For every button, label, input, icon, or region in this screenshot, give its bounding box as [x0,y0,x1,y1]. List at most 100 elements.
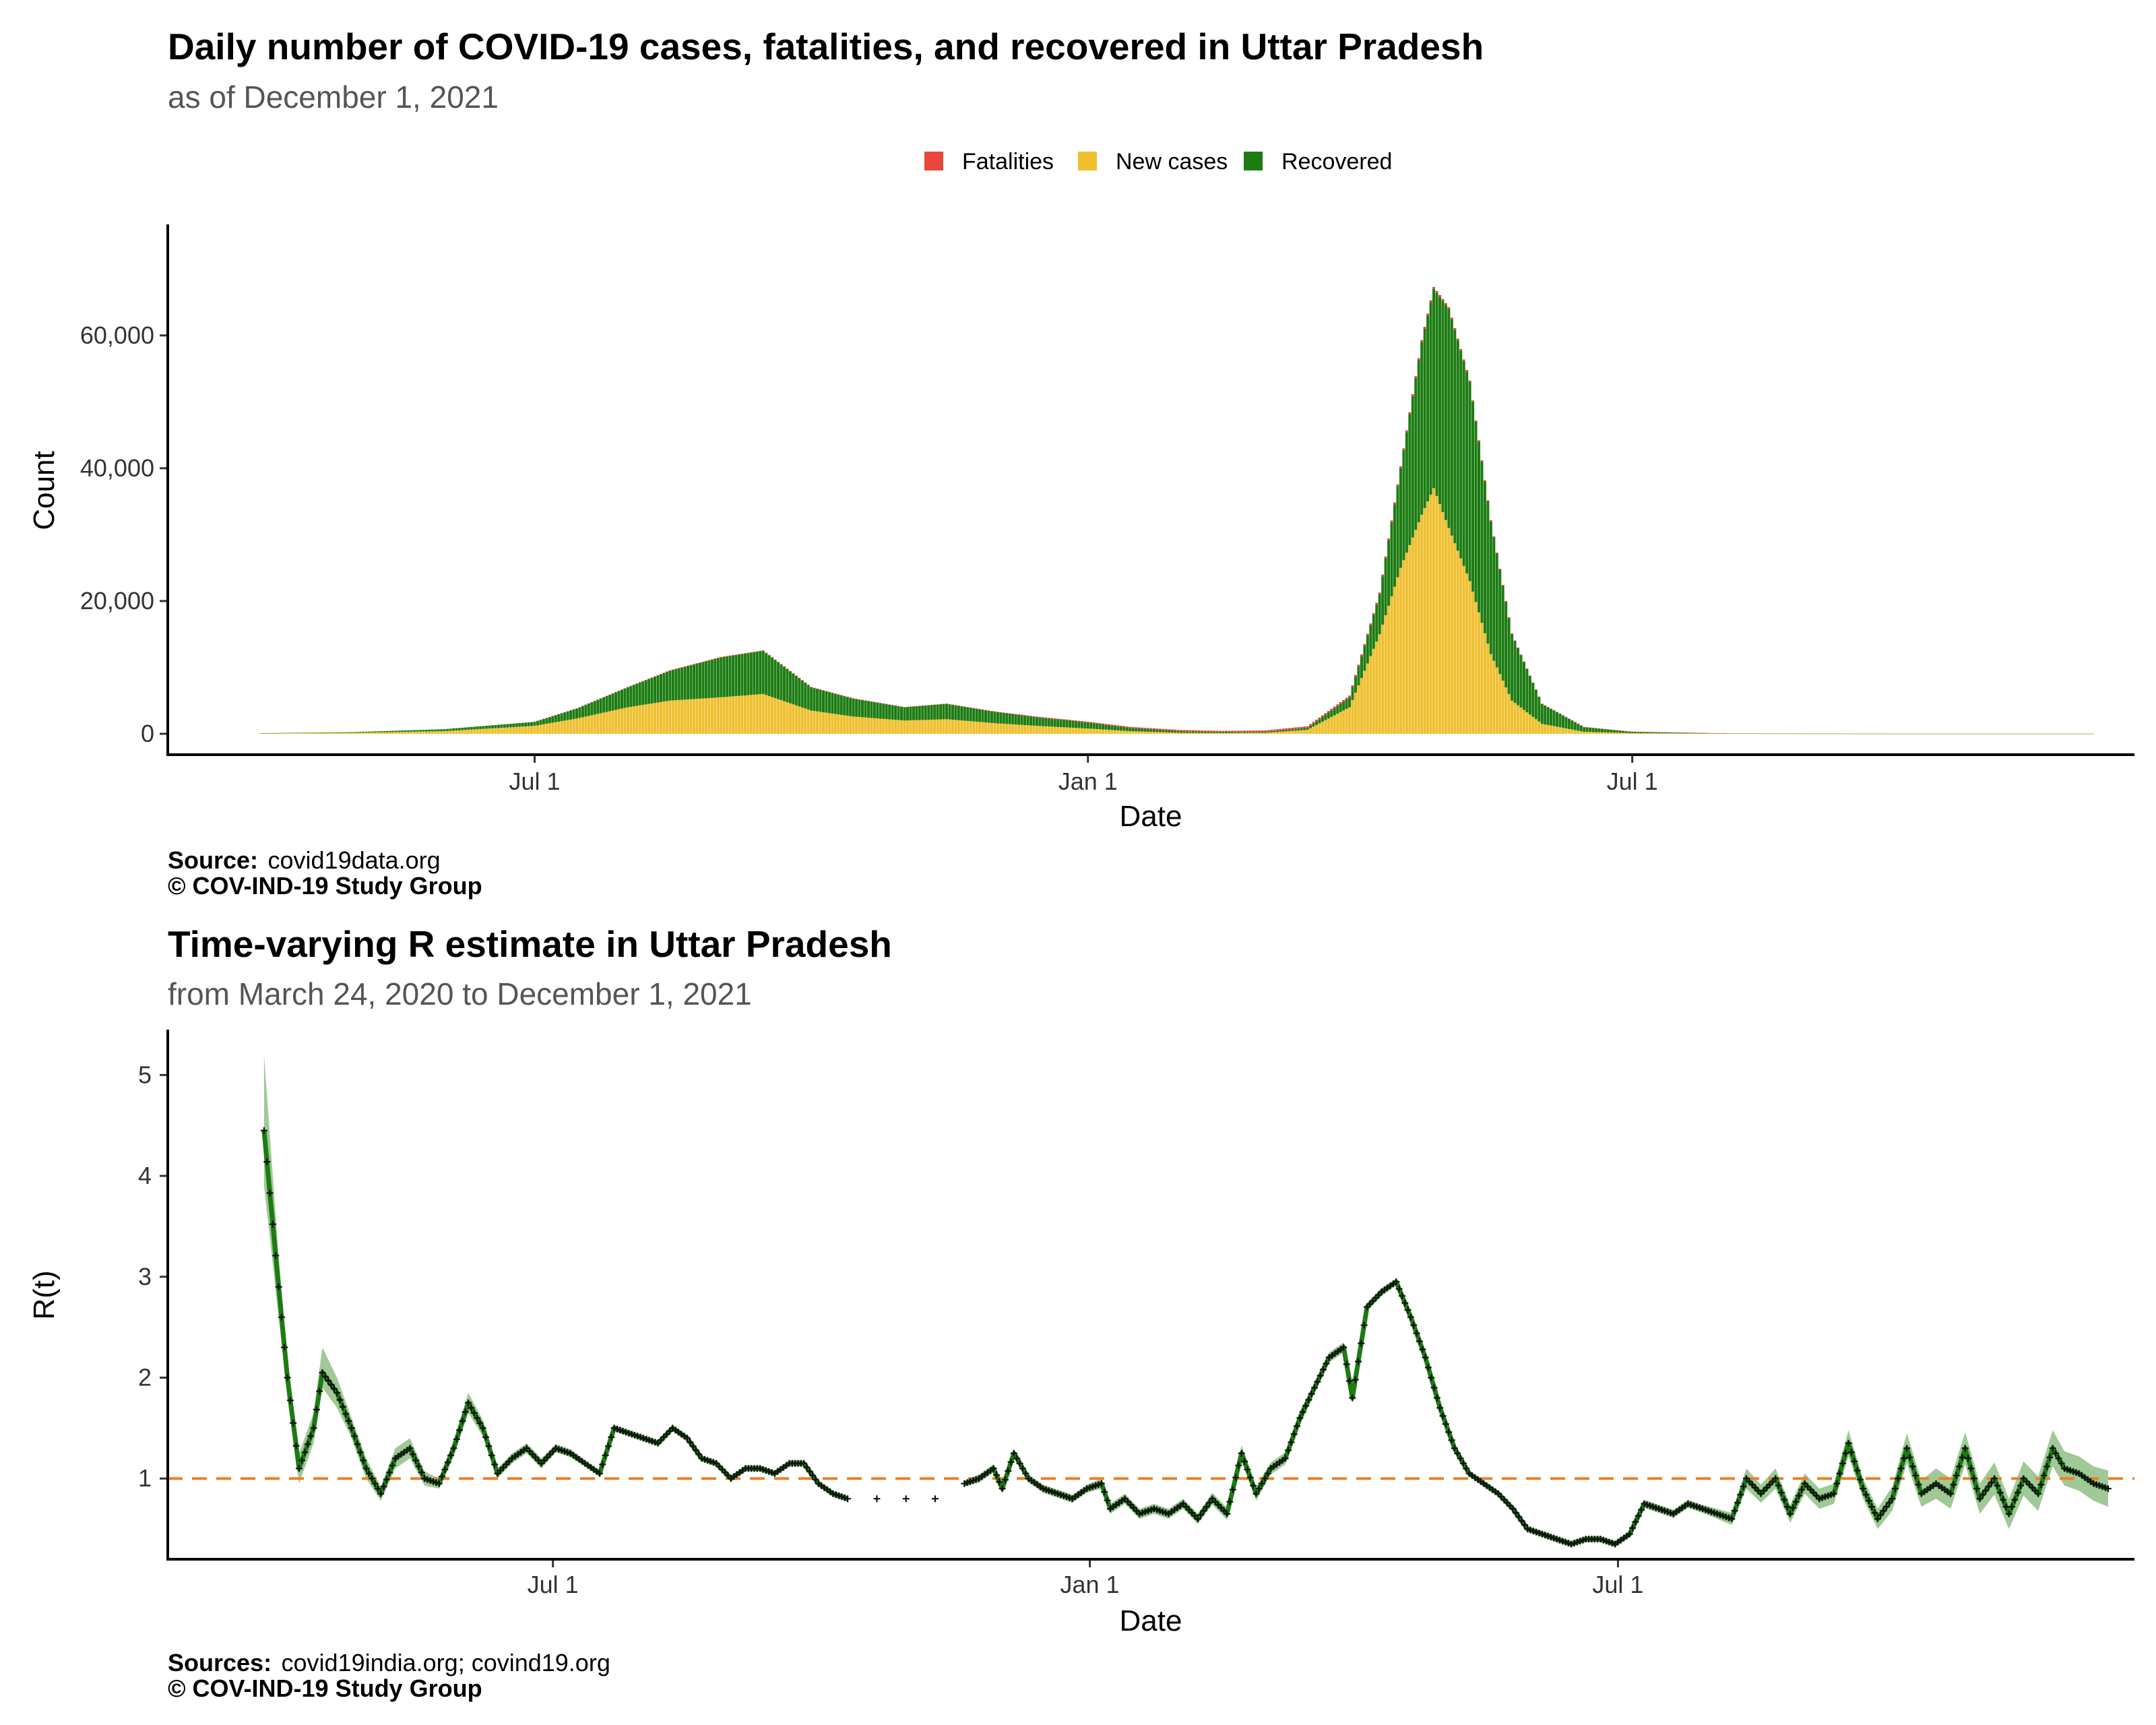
bar-segment [1318,719,1321,724]
rt-marker [1985,1483,1992,1491]
bar-segment [617,691,621,710]
bar-segment [334,732,338,733]
rt-marker [1010,1449,1017,1457]
bar-segment [542,724,545,734]
rt-marker [2046,1453,2054,1461]
bar-segment [1345,699,1348,709]
bar-segment [1197,732,1201,734]
y-tick-label: 20,000 [80,587,154,615]
bar-segment [1363,644,1366,646]
bar-segment [1456,338,1459,340]
bar-segment [1357,666,1360,686]
bar-segment [990,722,993,734]
bar-segment [1137,731,1141,734]
bar-segment [1074,720,1077,722]
bar-segment [455,728,458,731]
bar-segment [674,700,678,734]
bar-segment [1176,730,1180,731]
bar-segment [1026,725,1029,734]
bar-segment [957,720,960,734]
bar-segment [1201,732,1204,734]
rt-marker [1235,1462,1242,1469]
bar-segment [1203,732,1207,734]
bar-segment [1059,727,1063,734]
bar-segment [695,663,699,664]
bar-segment [1122,727,1126,731]
bar-segment [1050,718,1054,727]
bar-segment [1131,731,1135,734]
bar-segment [825,691,828,692]
bar-segment [1468,381,1471,582]
rt-marker [2049,1445,2056,1452]
bar-segment [1667,733,1670,734]
y-tick-label: 60,000 [80,321,154,349]
rt-marker [491,1461,499,1468]
bar-segment [876,702,879,703]
bar-segment [1354,692,1358,734]
bar-segment [1495,553,1498,554]
bar-segment [1426,501,1430,734]
rt-marker [1967,1465,1975,1472]
bar-segment [611,693,614,694]
rt-marker [1410,1321,1418,1329]
bar-segment [1195,732,1198,734]
bar-segment [1053,719,1056,727]
bar-segment [1513,641,1517,703]
bar-segment [753,652,756,695]
bar-segment [1402,450,1405,561]
bar-segment [301,732,305,734]
bar-segment [1498,569,1502,675]
bar-segment [1544,705,1547,706]
bar-segment [843,696,846,716]
bar-segment [626,687,629,708]
bar-segment [924,720,927,734]
bar-segment [1080,722,1083,728]
bar-segment [1670,733,1673,734]
bar-segment [1486,644,1490,734]
bar-segment [464,730,467,734]
bar-segment [596,699,600,714]
bar-segment [656,702,660,734]
rt-marker [1424,1364,1432,1371]
bar-segment [1312,726,1315,734]
bar-segment [662,672,666,673]
bar-segment [1248,730,1252,732]
bar-segment [1591,728,1595,732]
rt-marker [1728,1515,1736,1523]
rt-marker [1360,1321,1368,1329]
bar-segment [533,722,536,726]
bar-segment [909,720,912,734]
bar-segment [927,705,930,720]
bar-segment [866,718,870,734]
rt-marker [342,1410,350,1418]
bar-segment [446,730,449,734]
bar-segment [1363,670,1366,734]
bar-segment [981,722,984,734]
bar-segment [1357,685,1360,734]
bar-segment [578,718,581,734]
bar-segment [1219,732,1222,733]
bar-segment [614,710,618,734]
bar-segment [1312,722,1315,724]
rt-marker [1294,1422,1300,1430]
bar-segment [1546,707,1550,708]
rt-marker [284,1374,291,1381]
bar-segment [542,719,545,724]
bar-segment [1372,613,1375,615]
bar-segment [782,666,786,701]
bar-segment [503,727,506,734]
rt-marker [1871,1509,1878,1517]
rt-marker [377,1490,385,1497]
bar-segment [1225,732,1228,733]
bar-segment [882,703,885,719]
bar-segment [858,699,861,700]
rt-marker [321,1373,329,1380]
bar-segment [350,732,353,733]
bar-segment [1086,728,1089,734]
bar-segment [1663,733,1667,734]
bar-segment [740,654,744,696]
bar-segment [710,660,714,698]
bar-segment [1739,733,1742,734]
bar-segment [1606,729,1610,730]
bar-segment [434,729,437,732]
